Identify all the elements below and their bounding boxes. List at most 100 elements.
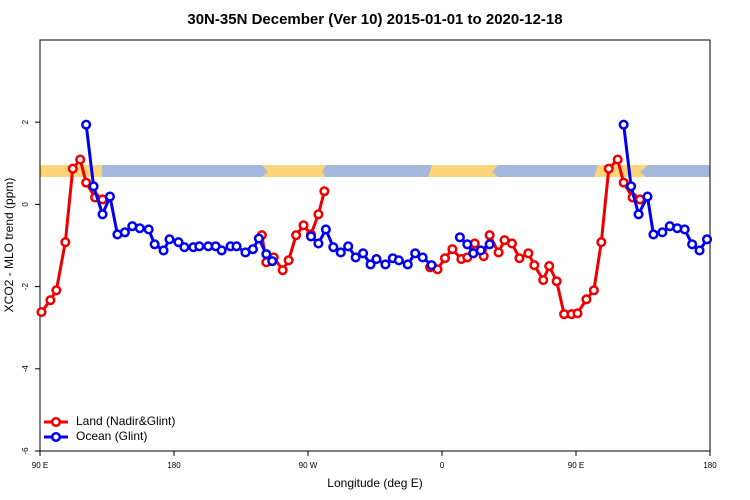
x-tick-label: 180 bbox=[167, 461, 181, 470]
data-point bbox=[247, 244, 258, 255]
data-point bbox=[343, 241, 354, 252]
data-point bbox=[164, 234, 175, 245]
data-point bbox=[36, 307, 47, 318]
data-point bbox=[335, 247, 346, 258]
data-point bbox=[588, 285, 599, 296]
series bbox=[81, 119, 713, 271]
data-point bbox=[313, 238, 324, 249]
data-point bbox=[551, 276, 562, 287]
data-point bbox=[626, 181, 637, 192]
data-point bbox=[581, 294, 592, 305]
data-point bbox=[475, 245, 486, 256]
data-point bbox=[426, 260, 437, 271]
data-point bbox=[493, 247, 504, 258]
y-tick-label: -4 bbox=[21, 365, 30, 373]
data-point bbox=[97, 209, 108, 220]
legend-label: Land (Nadir&Glint) bbox=[76, 414, 175, 428]
y-tick-label: 0 bbox=[21, 202, 30, 207]
data-point bbox=[328, 242, 339, 253]
data-point bbox=[134, 223, 145, 234]
data-point bbox=[529, 260, 540, 271]
data-point bbox=[267, 256, 278, 267]
data-point bbox=[523, 248, 534, 259]
x-tick-label: 90 W bbox=[299, 461, 318, 470]
data-point bbox=[410, 248, 421, 259]
data-point bbox=[439, 253, 451, 264]
data-point bbox=[701, 234, 713, 245]
data-point bbox=[687, 239, 698, 250]
data-point bbox=[484, 239, 495, 250]
data-point bbox=[305, 231, 317, 242]
data-point bbox=[194, 241, 205, 252]
data-point bbox=[648, 229, 659, 240]
data-point bbox=[291, 230, 302, 241]
legend-marker bbox=[50, 431, 62, 443]
x-tick-label: 90 E bbox=[32, 461, 48, 470]
data-point bbox=[313, 209, 324, 220]
y-axis-label: XCO2 - MLO trend (ppm) bbox=[2, 178, 16, 313]
data-point bbox=[350, 252, 361, 263]
land-band bbox=[428, 165, 498, 177]
data-point bbox=[657, 227, 668, 238]
data-point bbox=[81, 177, 92, 188]
data-point bbox=[642, 191, 653, 202]
data-point bbox=[75, 154, 86, 165]
land-ocean-band bbox=[40, 165, 710, 177]
data-point bbox=[320, 224, 331, 235]
data-point bbox=[538, 274, 549, 286]
data-point bbox=[506, 238, 518, 249]
data-point bbox=[81, 119, 92, 130]
x-tick-label: 90 E bbox=[568, 461, 584, 470]
y-tick-label: -6 bbox=[21, 447, 30, 455]
data-point bbox=[454, 232, 465, 243]
data-point bbox=[149, 239, 160, 250]
data-point bbox=[371, 254, 382, 265]
data-point bbox=[393, 255, 404, 266]
data-point bbox=[618, 119, 629, 130]
legend-label: Ocean (Glint) bbox=[76, 429, 147, 443]
data-point bbox=[298, 220, 309, 231]
y-tick-label: 2 bbox=[21, 119, 30, 124]
data-point bbox=[694, 245, 705, 256]
data-point bbox=[143, 224, 154, 235]
data-point bbox=[447, 244, 458, 255]
data-point bbox=[603, 163, 614, 174]
legend-marker bbox=[50, 416, 62, 428]
data-point bbox=[60, 237, 71, 248]
x-axis-label: Longitude (deg E) bbox=[327, 476, 422, 490]
data-point bbox=[158, 245, 169, 256]
x-tick-label: 180 bbox=[703, 461, 717, 470]
data-point bbox=[277, 265, 288, 276]
data-point bbox=[358, 248, 369, 259]
data-point bbox=[119, 227, 130, 238]
data-point bbox=[88, 181, 99, 192]
data-point bbox=[51, 285, 62, 296]
data-point bbox=[380, 259, 391, 270]
data-point bbox=[612, 154, 623, 165]
plot-frame bbox=[39, 39, 711, 452]
data-point bbox=[618, 177, 629, 188]
data-point bbox=[544, 261, 555, 272]
data-point bbox=[45, 295, 56, 306]
data-point bbox=[679, 224, 690, 235]
data-point bbox=[283, 255, 294, 266]
data-point bbox=[319, 186, 330, 197]
y-tick-label: -2 bbox=[21, 282, 30, 290]
x-tick-label: 0 bbox=[440, 461, 445, 470]
data-point bbox=[261, 249, 272, 260]
data-point bbox=[417, 252, 428, 263]
data-point bbox=[462, 239, 473, 250]
data-point bbox=[231, 241, 242, 252]
data-point bbox=[365, 259, 376, 270]
data-point bbox=[572, 308, 583, 319]
data-point bbox=[596, 237, 607, 248]
data-point bbox=[179, 242, 190, 253]
data-point bbox=[253, 233, 264, 244]
data-point bbox=[402, 259, 413, 270]
chart-title: 30N-35N December (Ver 10) 2015-01-01 to … bbox=[187, 11, 562, 28]
series bbox=[36, 154, 646, 320]
legend: Land (Nadir&Glint)Ocean (Glint) bbox=[44, 414, 175, 443]
data-point bbox=[104, 191, 116, 202]
land-band bbox=[262, 165, 326, 177]
